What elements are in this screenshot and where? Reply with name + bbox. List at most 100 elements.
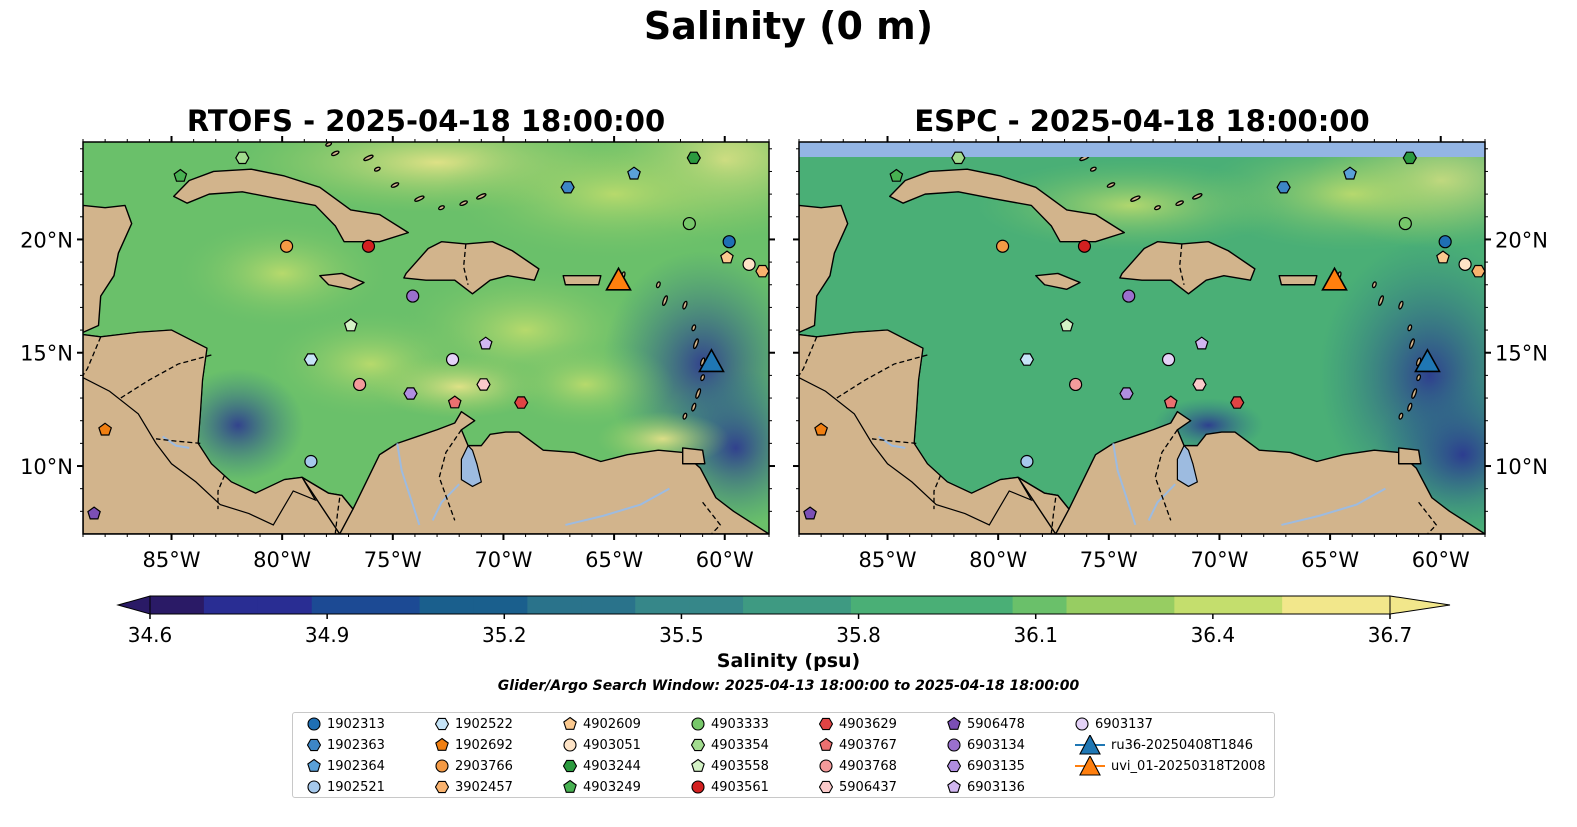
marker-6903136 <box>478 336 493 350</box>
marker-4903244 <box>1402 151 1417 165</box>
legend-marker-hexagon <box>819 717 833 731</box>
border <box>799 336 818 376</box>
marker-4903561 <box>361 239 376 253</box>
marker-uvi_01-20250318T2008 <box>1321 266 1348 291</box>
legend-item: 5906437 <box>819 777 897 797</box>
border <box>1050 497 1057 534</box>
lat-tick-label: 10°N <box>20 455 73 479</box>
colorbar-tick-label: 35.8 <box>836 623 881 647</box>
colorbar-segment <box>365 596 421 614</box>
legend-marker-circle <box>435 759 449 773</box>
island <box>1175 200 1184 207</box>
marker-4903768 <box>353 377 367 392</box>
island <box>662 295 668 306</box>
marker-ru36-20250408T1846 <box>1414 348 1441 373</box>
lat-tick-label: 15°N <box>1495 342 1548 366</box>
marker-4903249 <box>889 168 904 182</box>
border <box>217 474 226 510</box>
marker-1902692 <box>98 422 113 436</box>
marker-1902363 <box>1276 181 1291 194</box>
legend-item: 1902363 <box>307 735 385 755</box>
river <box>1281 487 1386 526</box>
island <box>695 388 702 399</box>
land-hispaniola <box>1119 240 1256 295</box>
legend-label: 1902521 <box>327 779 385 795</box>
rtofs-frame <box>82 141 770 535</box>
marker-6903135 <box>403 387 418 400</box>
island <box>363 154 374 162</box>
marker-6903134 <box>406 289 420 303</box>
legend-label: 4903629 <box>839 716 897 732</box>
legend-marker-hexagon <box>435 780 449 794</box>
rtofs-map-panel: 85°W 80°W 75°W 70°W 65°W 60°W 10°N 15°N 20°N <box>20 136 775 572</box>
legend-marker-pentagon <box>563 716 577 730</box>
lon-tick-label: 60°W <box>696 548 754 572</box>
colorbar-tick-label: 36.4 <box>1191 623 1236 647</box>
marker-5906478 <box>87 506 101 520</box>
marker-4903249 <box>173 168 188 182</box>
island <box>691 324 697 332</box>
land-southAmerica <box>1017 476 1070 534</box>
legend-label: 6903136 <box>967 779 1025 795</box>
island <box>476 193 487 200</box>
legend-item: ru36-20250408T1846 <box>1075 735 1253 755</box>
island <box>390 182 400 188</box>
colorbar-segment <box>150 596 205 614</box>
marker-4903558 <box>343 318 358 332</box>
colorbar-segment <box>1066 596 1122 614</box>
legend-label: 1902313 <box>327 716 385 732</box>
island <box>1411 388 1418 399</box>
legend-label: 4903244 <box>583 758 641 774</box>
lake-maracaibo <box>1176 444 1199 488</box>
island <box>691 402 697 412</box>
border <box>83 336 102 376</box>
marker-4903768 <box>1069 377 1083 392</box>
border <box>334 497 341 534</box>
legend-label: 4903333 <box>711 716 769 732</box>
legend-marker-circle <box>1075 717 1089 731</box>
border <box>438 429 462 521</box>
legend-label: 5906478 <box>967 716 1025 732</box>
marker-4903354 <box>235 151 250 165</box>
land-cuba <box>173 168 409 243</box>
island <box>1378 295 1384 306</box>
legend-label: 4903767 <box>839 737 897 753</box>
marker-1902692 <box>814 422 829 436</box>
legend-label: 4903249 <box>583 779 641 795</box>
marker-4903051 <box>742 257 756 271</box>
colorbar-tick-label: 36.7 <box>1368 623 1413 647</box>
legend-item: 4903561 <box>691 777 769 797</box>
legend-label: 2903766 <box>455 758 513 774</box>
island <box>1407 402 1413 412</box>
island <box>700 374 706 382</box>
land-puertoRico <box>1278 274 1318 286</box>
colorbar-max-arrow <box>1389 595 1451 615</box>
lat-tick-label: 15°N <box>20 342 73 366</box>
marker-1902313 <box>722 235 736 249</box>
land-hispaniola <box>403 240 540 295</box>
legend-item: 4903767 <box>819 735 897 755</box>
marker-4903561 <box>1077 239 1092 253</box>
colorbar: 34.6 34.9 35.2 35.5 35.8 36.1 36.4 36.7 <box>116 595 1451 647</box>
legend-marker-triangle <box>1075 756 1105 776</box>
colorbar-tick-label: 35.2 <box>482 623 527 647</box>
legend-marker-triangle <box>1075 735 1105 755</box>
border <box>1418 501 1438 534</box>
land-puertoRico <box>562 274 602 286</box>
colorbar-segment <box>1282 596 1337 614</box>
river <box>396 443 421 526</box>
river <box>431 483 460 521</box>
colorbar-label: Salinity (psu) <box>716 650 861 672</box>
land-isthmus <box>83 329 317 526</box>
border <box>1154 429 1178 521</box>
river <box>1147 483 1176 521</box>
colorbar-segment <box>473 596 528 614</box>
legend-marker-hexagon <box>947 759 961 773</box>
legend-item: 4903768 <box>819 756 897 776</box>
legend-label: 3902457 <box>455 779 513 795</box>
colorbar-segment <box>311 596 367 614</box>
legend-label: 5906437 <box>839 779 897 795</box>
search-window-note: Glider/Argo Search Window: 2025-04-13 18… <box>497 678 1080 694</box>
river <box>565 487 670 526</box>
land-jamaica <box>1035 272 1081 290</box>
